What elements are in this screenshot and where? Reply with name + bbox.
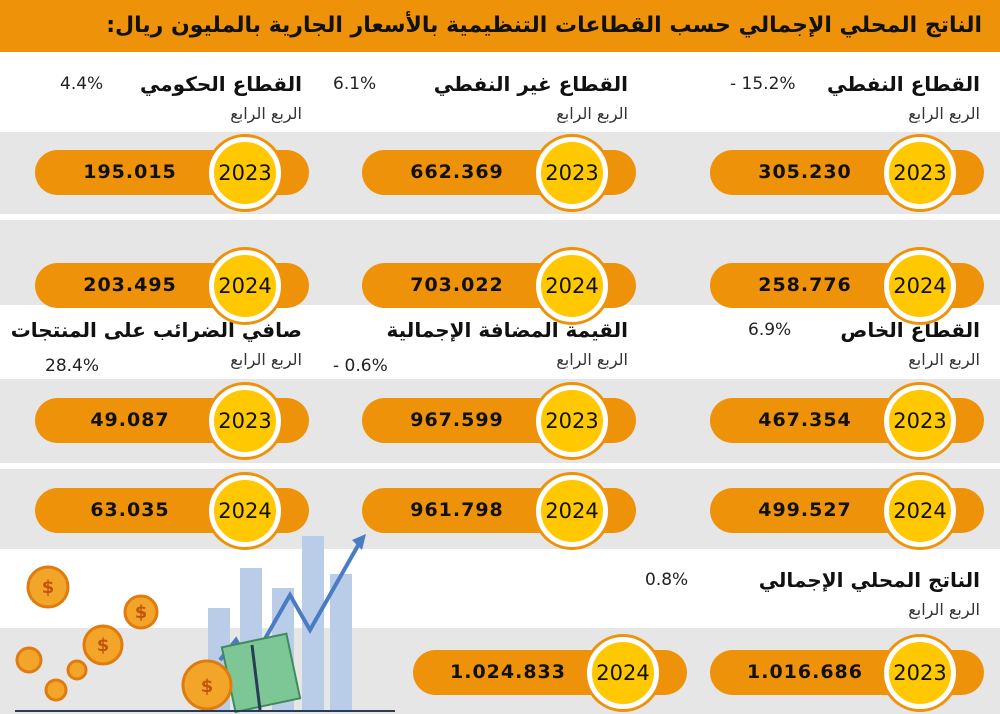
coin-icon <box>15 565 233 711</box>
quarter-label: الربع الرابع <box>556 104 628 123</box>
value-pill-2024: 961.798 2024 <box>362 475 636 547</box>
year-badge: 2023 <box>536 385 608 457</box>
value: 203.495 <box>83 274 177 296</box>
money-icon <box>220 632 302 714</box>
section-name: صافي الضرائب على المنتجات <box>10 318 302 342</box>
year-badge: 2024 <box>209 475 281 547</box>
value: 195.015 <box>83 161 177 183</box>
section-private: القطاع الخاص 6.9% الربع الرابع <box>680 318 980 374</box>
section-name: الناتج المحلي الإجمالي <box>758 568 980 592</box>
section-name: القيمة المضافة الإجمالية <box>386 318 628 342</box>
change-percent: - 15.2% <box>730 74 796 94</box>
year-badge: 2023 <box>884 137 956 209</box>
value: 467.354 <box>758 409 852 431</box>
value: 499.527 <box>758 499 852 521</box>
quarter-label: الربع الرابع <box>230 104 302 123</box>
year-badge: 2023 <box>884 637 956 709</box>
quarter-label: الربع الرابع <box>908 350 980 369</box>
value: 1.024.833 <box>450 661 566 683</box>
quarter-label: الربع الرابع <box>908 104 980 123</box>
year-badge: 2024 <box>884 250 956 322</box>
value-pill-2024: 499.527 2024 <box>710 475 984 547</box>
change-percent: 28.4% <box>45 356 100 376</box>
change-percent: - 0.6% <box>333 356 388 376</box>
year-badge: 2023 <box>536 137 608 209</box>
value: 49.087 <box>90 409 170 431</box>
year-badge: 2023 <box>209 385 281 457</box>
value: 63.035 <box>90 499 170 521</box>
value-pill-2023: 967.599 2023 <box>362 385 636 457</box>
dollar-sign-icon: $ $ $ $ <box>42 577 214 697</box>
section-name: القطاع الحكومي <box>140 72 302 96</box>
year-badge: 2023 <box>884 385 956 457</box>
year-badge: 2024 <box>587 637 659 709</box>
section-name: القطاع النفطي <box>826 72 980 96</box>
section-government: القطاع الحكومي 4.4% الربع الرابع <box>2 72 302 128</box>
svg-text:$: $ <box>201 676 214 697</box>
change-percent: 6.1% <box>333 74 377 94</box>
svg-text:$: $ <box>97 635 110 656</box>
svg-text:$: $ <box>135 602 148 623</box>
value-pill-2023: 1.016.686 2023 <box>710 637 984 709</box>
value: 967.599 <box>410 409 504 431</box>
year-badge: 2024 <box>884 475 956 547</box>
quarter-label: الربع الرابع <box>230 350 302 369</box>
quarter-label: الربع الرابع <box>908 600 980 619</box>
section-gdp: الناتج المحلي الإجمالي 0.8% الربع الرابع <box>645 568 980 624</box>
value-pill-2023: 195.015 2023 <box>35 137 309 209</box>
value: 258.776 <box>758 274 852 296</box>
value-pill-2024: 258.776 2024 <box>710 250 984 322</box>
value-pill-2023: 467.354 2023 <box>710 385 984 457</box>
year-badge: 2024 <box>209 250 281 322</box>
change-percent: 4.4% <box>60 74 104 94</box>
value: 305.230 <box>758 161 852 183</box>
section-name: القطاع غير النفطي <box>433 72 628 96</box>
section-gross-value-added: القيمة المضافة الإجمالية - 0.6% الربع ال… <box>328 318 628 376</box>
value-pill-2024: 1.024.833 2024 <box>413 637 687 709</box>
infographic-title: الناتج المحلي الإجمالي حسب القطاعات التن… <box>0 0 1000 52</box>
quarter-label: الربع الرابع <box>556 350 628 369</box>
value-pill-2023: 662.369 2023 <box>362 137 636 209</box>
value: 961.798 <box>410 499 504 521</box>
year-badge: 2023 <box>209 137 281 209</box>
section-non-oil: القطاع غير النفطي 6.1% الربع الرابع <box>328 72 628 128</box>
finance-illustration: $ $ $ $ <box>15 534 395 714</box>
year-badge: 2024 <box>536 475 608 547</box>
value: 662.369 <box>410 161 504 183</box>
section-net-taxes: صافي الضرائب على المنتجات 28.4% الربع ال… <box>2 318 302 376</box>
value-pill-2024: 203.495 2024 <box>35 250 309 322</box>
trend-arrow-icon <box>218 541 362 670</box>
value-pill-2023: 49.087 2023 <box>35 385 309 457</box>
value-pill-2024: 63.035 2024 <box>35 475 309 547</box>
change-percent: 6.9% <box>748 320 792 340</box>
section-oil: القطاع النفطي - 15.2% الربع الرابع <box>680 72 980 128</box>
value-pill-2024: 703.022 2024 <box>362 250 636 322</box>
change-percent: 0.8% <box>645 570 689 590</box>
value: 1.016.686 <box>747 661 863 683</box>
year-badge: 2024 <box>536 250 608 322</box>
value: 703.022 <box>410 274 504 296</box>
svg-text:$: $ <box>42 577 55 598</box>
section-name: القطاع الخاص <box>840 318 980 342</box>
value-pill-2023: 305.230 2023 <box>710 137 984 209</box>
